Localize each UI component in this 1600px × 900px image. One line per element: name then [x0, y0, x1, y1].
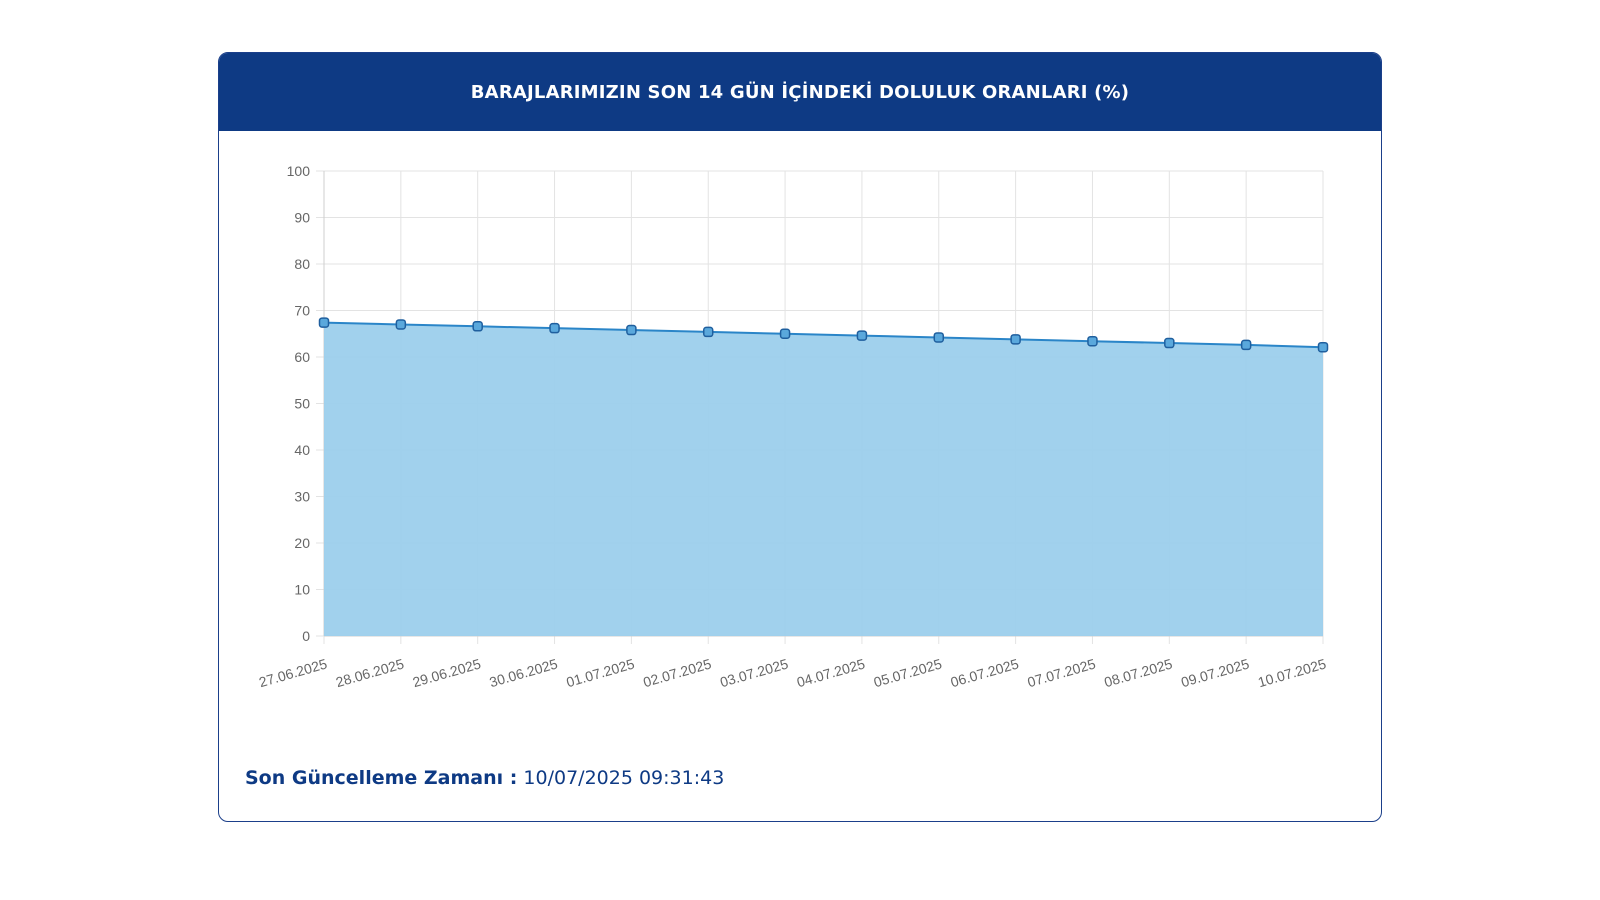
- y-tick-label: 30: [294, 489, 310, 505]
- chart-panel: BARAJLARIMIZIN SON 14 GÜN İÇİNDEKİ DOLUL…: [218, 52, 1382, 822]
- data-point[interactable]: [702, 326, 714, 338]
- x-tick-label: 29.06.2025: [411, 655, 483, 690]
- last-updated-label: Son Güncelleme Zamanı :: [245, 767, 518, 789]
- x-tick-label: 08.07.2025: [1102, 655, 1174, 690]
- x-tick-label: 02.07.2025: [641, 655, 713, 690]
- x-tick-label: 09.07.2025: [1179, 655, 1251, 690]
- data-point[interactable]: [1164, 337, 1175, 349]
- marker-layer: [318, 317, 1329, 353]
- data-point[interactable]: [1317, 341, 1329, 353]
- x-tick-label: 04.07.2025: [795, 655, 867, 690]
- x-tick-label: 06.07.2025: [949, 655, 1021, 690]
- y-tick-label: 80: [294, 256, 310, 272]
- last-updated: Son Güncelleme Zamanı : 10/07/2025 09:31…: [245, 767, 724, 789]
- x-tick-label: 10.07.2025: [1256, 655, 1328, 690]
- y-tick-label: 90: [294, 210, 310, 226]
- y-tick-label: 50: [294, 396, 310, 412]
- y-tick-label: 100: [287, 163, 311, 179]
- x-tick-label: 30.06.2025: [488, 655, 560, 690]
- y-tick-label: 10: [294, 582, 310, 598]
- data-point[interactable]: [1240, 339, 1252, 351]
- x-tick-label: 28.06.2025: [334, 655, 406, 690]
- x-tick-label: 01.07.2025: [564, 655, 636, 690]
- data-point[interactable]: [779, 328, 791, 339]
- fill-rate-chart: 0 10 20 30 40 50 60 70 80 90 100 27.06.2025 28.06.2…: [257, 163, 1329, 690]
- x-axis: 27.06.2025 28.06.2025 29.06.2025 30.06.2025…: [257, 655, 1328, 690]
- y-tick-label: 60: [294, 349, 310, 365]
- data-point[interactable]: [318, 317, 330, 328]
- y-tick-label: 20: [294, 535, 310, 551]
- x-tick-label: 07.07.2025: [1026, 655, 1098, 690]
- data-point[interactable]: [1087, 335, 1098, 347]
- data-point[interactable]: [472, 321, 483, 332]
- data-point[interactable]: [395, 319, 407, 330]
- data-point[interactable]: [549, 322, 560, 334]
- area-layer: [323, 321, 1324, 636]
- y-tick-label: 0: [302, 628, 310, 644]
- y-axis: 0 10 20 30 40 50 60 70 80 90 100: [287, 163, 311, 644]
- y-tick-label: 70: [294, 303, 310, 319]
- x-tick-label: 03.07.2025: [718, 655, 790, 690]
- data-point[interactable]: [626, 324, 637, 336]
- data-point[interactable]: [1010, 334, 1021, 345]
- panel-title: BARAJLARIMIZIN SON 14 GÜN İÇİNDEKİ DOLUL…: [219, 53, 1381, 131]
- last-updated-value: 10/07/2025 09:31:43: [523, 767, 725, 789]
- series-line: [323, 321, 1324, 349]
- area-fill: [324, 322, 1323, 636]
- x-tick-label: 05.07.2025: [872, 655, 944, 690]
- data-point[interactable]: [933, 332, 945, 343]
- y-tick-label: 40: [294, 442, 310, 458]
- x-tick-label: 27.06.2025: [257, 655, 329, 690]
- data-point[interactable]: [856, 330, 868, 341]
